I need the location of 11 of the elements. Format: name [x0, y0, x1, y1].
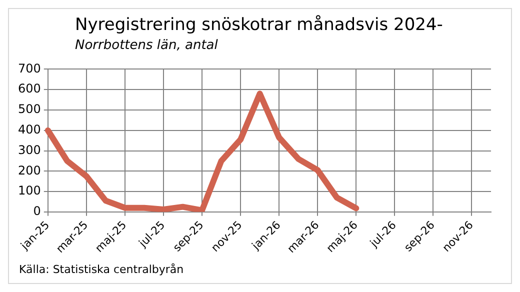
y-tick-label: 400 [18, 122, 41, 136]
chart-subtitle: Norrbottens län, antal [75, 38, 218, 53]
y-tick-label: 600 [18, 82, 41, 96]
y-tick-label: 500 [18, 102, 41, 116]
y-tick-label: 700 [18, 61, 41, 76]
chart-title: Nyregistrering snöskotrar månadsvis 2024- [75, 15, 443, 35]
y-tick-label: 300 [18, 142, 41, 157]
text: Källa: Statistiska centralbyrån [19, 263, 184, 276]
y-tick-label: 0 [33, 204, 41, 218]
y-tick-label: 100 [18, 184, 41, 198]
y-tick-label: 200 [18, 163, 41, 178]
